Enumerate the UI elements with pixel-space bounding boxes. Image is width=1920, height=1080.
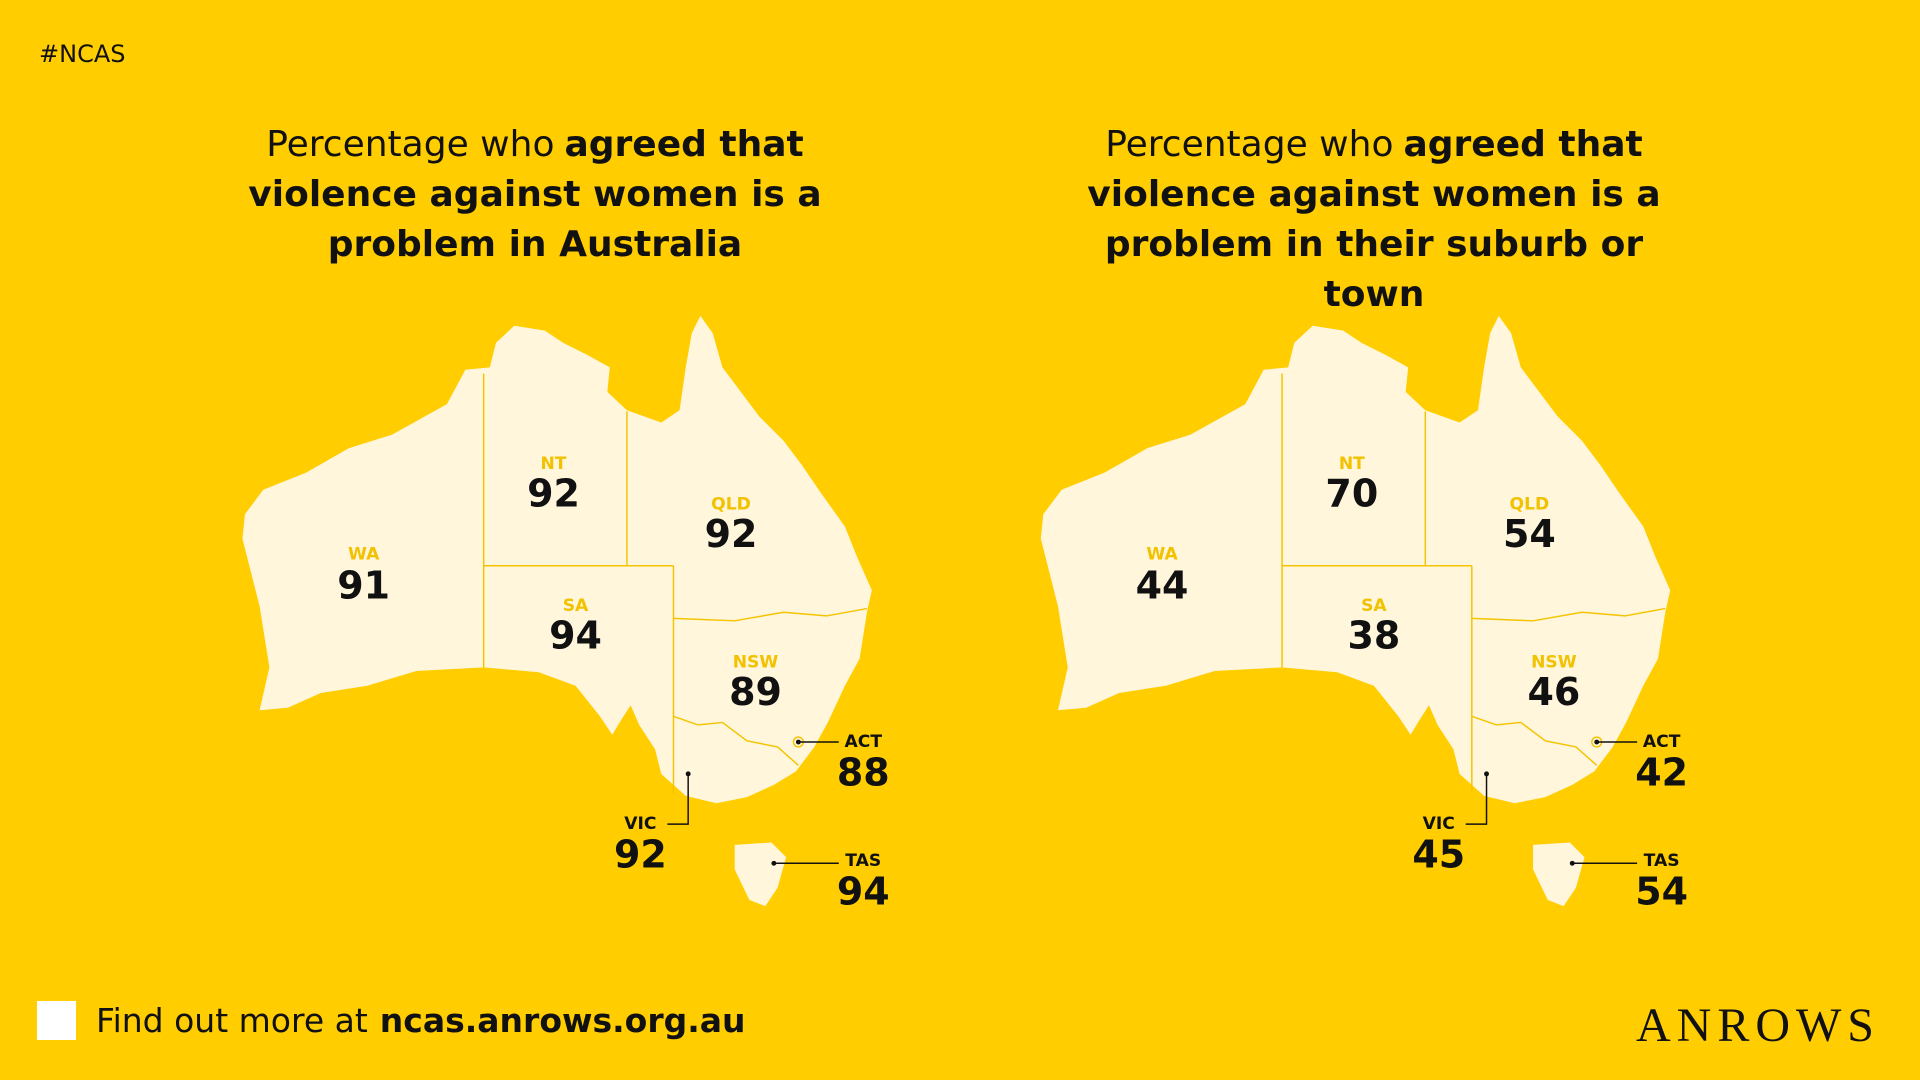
region-value: 42 bbox=[1635, 751, 1688, 795]
region-name: QLD bbox=[711, 494, 751, 514]
region-name: VIC bbox=[624, 814, 656, 834]
region-name: VIC bbox=[1423, 814, 1455, 834]
footer: Find out more at ncas.anrows.org.au bbox=[37, 1000, 746, 1040]
footer-text: Find out more at bbox=[96, 1000, 368, 1040]
logo: ANROWS bbox=[1635, 999, 1880, 1052]
region-name: TAS bbox=[845, 851, 881, 871]
region-name: SA bbox=[1361, 596, 1387, 616]
region-value: 46 bbox=[1527, 670, 1580, 714]
title-bold: agreed that violence against women is a … bbox=[1087, 124, 1661, 315]
hashtag: #NCAS bbox=[39, 40, 126, 68]
region-name: QLD bbox=[1510, 494, 1550, 514]
region-value: 92 bbox=[527, 471, 580, 515]
title-regular: Percentage who bbox=[266, 124, 555, 165]
region-value: 44 bbox=[1136, 563, 1189, 607]
footer-square bbox=[37, 1000, 76, 1040]
region-name: NSW bbox=[1531, 652, 1577, 672]
region-value: 54 bbox=[1503, 512, 1556, 556]
region-value: 54 bbox=[1635, 869, 1688, 913]
region-value: 38 bbox=[1347, 613, 1400, 657]
region-value: 89 bbox=[729, 670, 782, 714]
title-bold: agreed that violence against women is a … bbox=[248, 124, 822, 265]
region-value: 70 bbox=[1325, 471, 1378, 515]
region-value: 45 bbox=[1412, 833, 1465, 877]
region-value: 94 bbox=[837, 869, 890, 913]
region-value: 94 bbox=[549, 613, 602, 657]
region-name: WA bbox=[348, 545, 380, 565]
region-name: TAS bbox=[1644, 851, 1680, 871]
region-value: 88 bbox=[837, 751, 890, 795]
region-name: SA bbox=[563, 596, 589, 616]
region-name: ACT bbox=[845, 732, 883, 752]
region-name: NT bbox=[540, 454, 566, 474]
region-name: ACT bbox=[1643, 732, 1681, 752]
map-title: Percentage who agreed that violence again… bbox=[1074, 120, 1674, 320]
region-name: NSW bbox=[733, 652, 779, 672]
region-name: WA bbox=[1146, 545, 1178, 565]
region-value: 92 bbox=[614, 833, 667, 877]
region-name: NT bbox=[1339, 454, 1365, 474]
region-value: 91 bbox=[337, 563, 390, 607]
region-value: 92 bbox=[705, 512, 758, 556]
footer-link[interactable]: ncas.anrows.org.au bbox=[379, 1000, 746, 1040]
map-title: Percentage who agreed that violence again… bbox=[235, 120, 835, 270]
title-regular: Percentage who bbox=[1105, 124, 1394, 165]
